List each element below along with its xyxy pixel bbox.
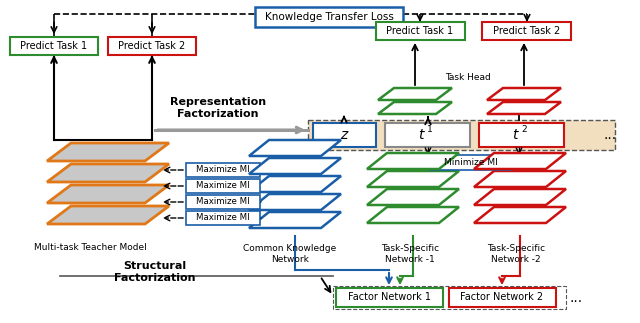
Polygon shape xyxy=(474,189,566,205)
Text: 1: 1 xyxy=(427,126,433,134)
Polygon shape xyxy=(487,88,561,100)
Polygon shape xyxy=(47,206,169,224)
Text: Maximize MI: Maximize MI xyxy=(196,182,250,191)
Text: Maximize MI: Maximize MI xyxy=(196,214,250,223)
Bar xyxy=(186,179,260,193)
Bar xyxy=(186,195,260,209)
Text: z: z xyxy=(340,128,348,142)
Polygon shape xyxy=(474,171,566,187)
Text: t: t xyxy=(419,128,424,142)
Polygon shape xyxy=(378,88,452,100)
Text: Predict Task 2: Predict Task 2 xyxy=(118,41,186,51)
Text: ...: ... xyxy=(604,128,616,142)
Bar xyxy=(479,123,564,147)
Bar xyxy=(333,286,566,309)
Polygon shape xyxy=(249,212,341,228)
Polygon shape xyxy=(249,176,341,192)
Text: Task-Specific
Network -1: Task-Specific Network -1 xyxy=(381,244,439,264)
Text: Factor Network 1: Factor Network 1 xyxy=(348,293,431,303)
Text: 2: 2 xyxy=(521,126,527,134)
Polygon shape xyxy=(367,189,459,205)
Polygon shape xyxy=(487,102,561,114)
Bar xyxy=(336,288,443,307)
Bar xyxy=(108,37,196,55)
Polygon shape xyxy=(47,143,169,161)
Text: Predict Task 1: Predict Task 1 xyxy=(20,41,88,51)
Text: Minimize MI: Minimize MI xyxy=(444,158,498,167)
Polygon shape xyxy=(378,102,452,114)
Text: Multi-task Teacher Model: Multi-task Teacher Model xyxy=(34,244,147,253)
Polygon shape xyxy=(474,207,566,223)
Bar xyxy=(336,288,443,307)
Polygon shape xyxy=(474,153,566,169)
Text: Maximize MI: Maximize MI xyxy=(196,197,250,206)
Bar xyxy=(308,120,615,150)
Bar xyxy=(449,288,556,307)
Text: Common Knowledge
Network: Common Knowledge Network xyxy=(243,244,337,264)
Text: Factor Network 2: Factor Network 2 xyxy=(460,293,543,303)
Text: ...: ... xyxy=(570,290,582,305)
Text: Task-Specific
Network -2: Task-Specific Network -2 xyxy=(487,244,545,264)
Polygon shape xyxy=(47,164,169,182)
Bar xyxy=(186,163,260,177)
Bar xyxy=(385,123,470,147)
Polygon shape xyxy=(367,171,459,187)
Polygon shape xyxy=(47,185,169,203)
Text: Representation
Factorization: Representation Factorization xyxy=(170,97,266,119)
Text: Predict Task 2: Predict Task 2 xyxy=(493,26,561,36)
Polygon shape xyxy=(249,158,341,174)
Bar xyxy=(482,22,571,40)
Bar xyxy=(376,22,465,40)
Polygon shape xyxy=(367,207,459,223)
Text: Predict Task 1: Predict Task 1 xyxy=(387,26,454,36)
Bar xyxy=(313,123,376,147)
Polygon shape xyxy=(367,153,459,169)
Text: Structural
Factorization: Structural Factorization xyxy=(115,261,196,283)
Bar xyxy=(186,211,260,225)
Text: Knowledge Transfer Loss: Knowledge Transfer Loss xyxy=(264,12,394,22)
Polygon shape xyxy=(249,194,341,210)
Polygon shape xyxy=(249,140,341,156)
Bar xyxy=(10,37,98,55)
Text: Maximize MI: Maximize MI xyxy=(196,165,250,174)
Bar xyxy=(430,155,512,170)
Text: t: t xyxy=(512,128,518,142)
Bar xyxy=(255,7,403,27)
Text: Task Head: Task Head xyxy=(445,74,491,82)
